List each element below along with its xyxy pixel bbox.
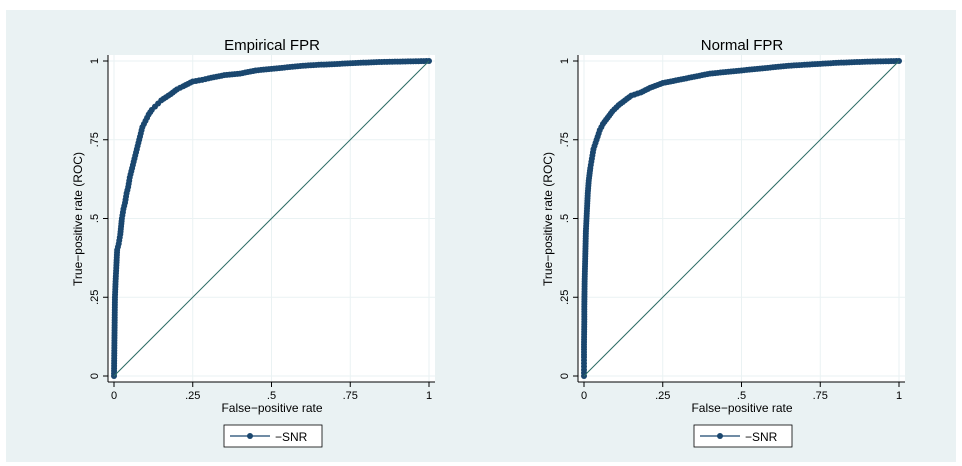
y-tick-label: .25 bbox=[89, 290, 101, 305]
x-tick-label: .5 bbox=[737, 390, 746, 402]
legend: −SNR bbox=[693, 424, 793, 448]
y-tick-label: .75 bbox=[89, 132, 101, 147]
x-tick-label: 1 bbox=[426, 390, 432, 402]
y-tick-label: .25 bbox=[559, 290, 571, 305]
chart-title: Empirical FPR bbox=[224, 37, 320, 54]
x-tick-label: 0 bbox=[111, 390, 117, 402]
y-tick-label: 1 bbox=[559, 58, 571, 64]
legend-marker bbox=[247, 433, 253, 439]
right-roc-panel: 0 .25 .5 .75 1 0 .25 .5 .75 1 Normal FPR True−posit… bbox=[541, 37, 905, 448]
left-roc-panel: 0 .25 .5 .75 1 0 .25 .5 .75 1 Empirical FPR True−po… bbox=[71, 37, 435, 448]
y-tick-label: .5 bbox=[89, 214, 101, 223]
chart-title: Normal FPR bbox=[701, 37, 784, 54]
x-axis-label: False−positive rate bbox=[221, 401, 322, 415]
x-tick-label: .25 bbox=[185, 390, 200, 402]
x-tick-label: 1 bbox=[896, 390, 902, 402]
x-tick-label: 0 bbox=[581, 390, 587, 402]
y-tick-label: 1 bbox=[89, 58, 101, 64]
y-tick-label: .75 bbox=[559, 132, 571, 147]
y-tick-label: 0 bbox=[89, 373, 101, 379]
x-tick-label: .75 bbox=[343, 390, 358, 402]
legend-marker bbox=[717, 433, 723, 439]
y-tick-label: 0 bbox=[559, 373, 571, 379]
x-tick-label: .25 bbox=[655, 390, 670, 402]
y-axis-label: True−positive rate (ROC) bbox=[71, 152, 85, 286]
x-axis-label: False−positive rate bbox=[691, 401, 792, 415]
legend-label: −SNR bbox=[275, 430, 308, 444]
legend: −SNR bbox=[223, 424, 323, 448]
legend-label: −SNR bbox=[745, 430, 778, 444]
y-tick-label: .5 bbox=[559, 214, 571, 223]
x-tick-label: .75 bbox=[813, 390, 828, 402]
legend-box bbox=[693, 424, 793, 448]
reference-line bbox=[583, 60, 900, 377]
x-tick-label: .5 bbox=[267, 390, 276, 402]
y-axis-label: True−positive rate (ROC) bbox=[541, 152, 555, 286]
legend-box bbox=[223, 424, 323, 448]
reference-line bbox=[113, 60, 430, 377]
